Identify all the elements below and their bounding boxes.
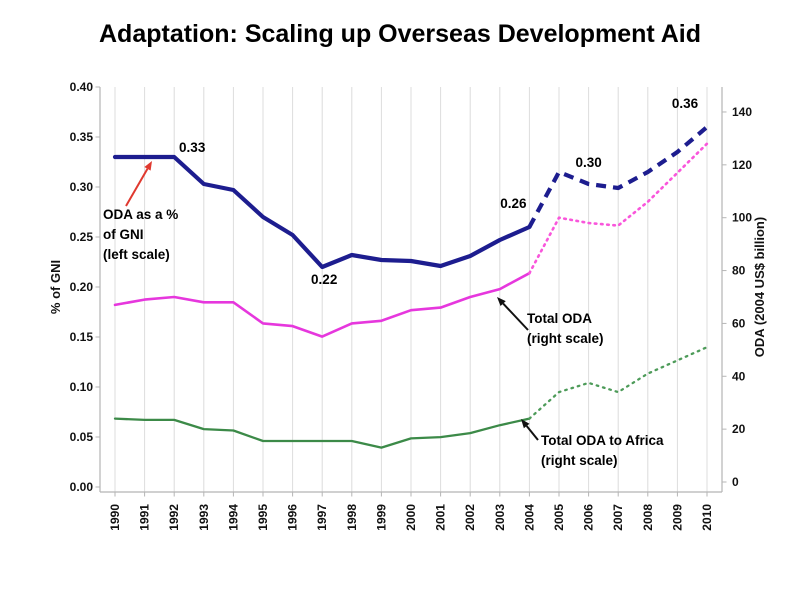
annotation-arrowhead [497,297,506,307]
oda-as-a-of-gni-left-scale-solid [112,154,532,270]
annotation-text: Total ODA (right scale) [527,311,604,346]
right-axis-tick-label: 20 [732,422,746,436]
x-axis-tick-label: 1995 [256,504,270,531]
annotations: ODA as a % of GNI (left scale) Total ODA (ri… [103,161,664,468]
data-label: 0.22 [311,272,337,287]
x-axis-tick-label: 1997 [315,504,329,531]
annotation-text: ODA as a % of GNI (left scale) [103,207,178,262]
x-axis-tick-label: 1999 [374,504,388,531]
x-axis-tick-label: 2007 [611,504,625,531]
total-oda-right-scale-solid [113,271,531,338]
right-axis-title: ODA (2004 US$ billion) [752,217,767,357]
series-lines [112,125,709,449]
x-axis-tick-label: 2002 [463,504,477,531]
right-axis-tick-label: 140 [732,105,752,119]
annotation-line: (right scale) [541,453,618,468]
x-axis-tick-label: 1994 [226,504,240,531]
left-axis-tick-label: 0.30 [70,180,94,194]
left-axis-ticks: 0.00 0.05 0.10 0.15 0.20 0.25 0.30 0.35 0.40 [70,80,100,494]
annotation-arrow [502,302,529,331]
left-axis-tick-label: 0.25 [70,230,94,244]
annotation-text: Total ODA to Africa (right scale) [541,433,664,468]
x-axis-tick-label: 2004 [522,504,536,531]
x-axis-tick-label: 1998 [345,504,359,531]
x-axis-tick-label: 2000 [404,504,418,531]
annotation-line: (left scale) [103,247,170,262]
left-axis-tick-label: 0.40 [70,80,94,94]
x-axis-tick-label: 2006 [582,504,596,531]
left-axis-tick-label: 0.05 [70,430,94,444]
x-axis-tick-label: 2009 [670,504,684,531]
right-axis-tick-label: 100 [732,211,752,225]
right-axis-tick-label: 60 [732,316,746,330]
total-oda-right-scale-projected [528,142,709,275]
left-axis-tick-label: 0.00 [70,480,94,494]
x-axis-tick-label: 2008 [641,504,655,531]
left-axis-tick-label: 0.20 [70,280,94,294]
annotation-arrow [125,168,149,207]
chart-title: Adaptation: Scaling up Overseas Developm… [99,20,701,48]
x-axis-tick-label: 1996 [286,504,300,531]
annotation-line: Total ODA [527,311,592,326]
x-axis-tick-label: 2005 [552,504,566,531]
x-axis-tick-label: 1991 [138,504,152,531]
x-axis-ticks: 1990 1991 1992 1993 1994 1995 1996 1997 1998 1999… [108,492,714,531]
x-axis-tick-label: 1990 [108,504,122,531]
annotation-arrow [525,425,539,441]
right-axis-tick-label: 40 [732,369,746,383]
left-axis-tick-label: 0.35 [70,130,94,144]
annotation-line: Total ODA to Africa [541,433,664,448]
right-axis-tick-label: 80 [732,264,746,278]
total-oda-to-africa-right-scale-solid [113,417,531,449]
left-axis-tick-label: 0.10 [70,380,94,394]
data-labels: 0.33 0.22 0.26 0.30 0.36 [179,96,699,287]
data-label: 0.36 [672,96,699,111]
annotation-line: of GNI [103,227,144,242]
right-axis-ticks: 0 20 40 60 80 100 120 140 [722,105,752,489]
total-oda-to-africa-right-scale-projected [528,346,709,420]
x-axis-tick-label: 2001 [434,504,448,531]
annotation-line: (right scale) [527,331,604,346]
oda-as-a-of-gni-left-scale-projected [527,125,709,228]
x-axis-tick-label: 1992 [167,504,181,531]
left-axis-title: % of GNI [48,260,63,314]
x-axis-tick-label: 1993 [197,504,211,531]
x-axis-tick-label: 2010 [700,504,714,531]
annotation-arrowhead [521,419,530,429]
data-label: 0.30 [575,155,601,170]
right-axis-tick-label: 120 [732,158,752,172]
annotation-arrowhead [144,161,152,171]
x-axis-tick-label: 2003 [493,504,507,531]
data-label: 0.26 [500,196,527,211]
annotation-line: ODA as a % [103,207,178,222]
left-axis-tick-label: 0.15 [70,330,94,344]
right-axis-tick-label: 0 [732,475,739,489]
data-label: 0.33 [179,140,206,155]
